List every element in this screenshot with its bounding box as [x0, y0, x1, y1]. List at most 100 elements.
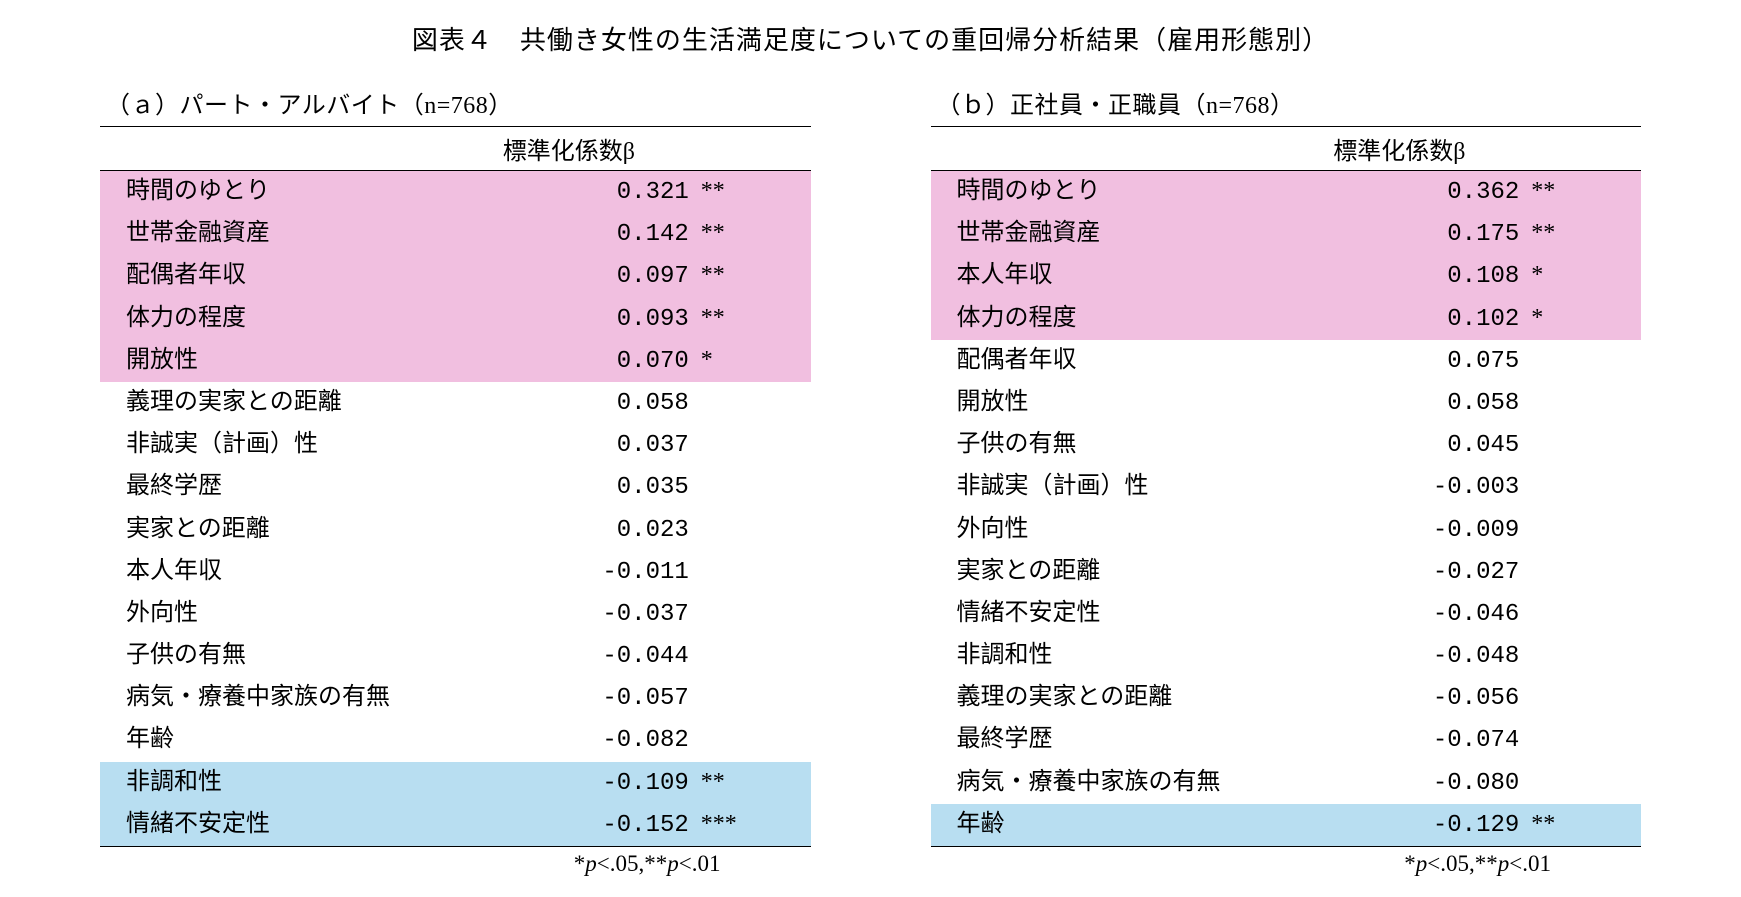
row-significance: [1527, 677, 1641, 719]
table-row: 世帯金融資産 0.142**: [100, 213, 811, 255]
row-value: -0.027: [1272, 551, 1528, 593]
table-row: 情緒不安定性-0.046: [931, 593, 1642, 635]
row-value: -0.011: [441, 551, 697, 593]
table-row: 体力の程度 0.093**: [100, 298, 811, 340]
row-value: -0.152: [441, 804, 697, 847]
table-row: 年齢-0.082: [100, 719, 811, 761]
row-significance: [1527, 424, 1641, 466]
header-spacer: [100, 127, 441, 171]
table-row: 最終学歴 0.035: [100, 466, 811, 508]
header-sig: [697, 127, 811, 171]
panel-a-footnote: *p<.05,**p<.01: [100, 851, 811, 877]
row-label: 最終学歴: [931, 719, 1272, 761]
panel-a-header-row: 標準化係数β: [100, 127, 811, 171]
panel-b-subtitle: （ｂ）正社員・正職員（n=768）: [931, 85, 1642, 120]
row-significance: [1527, 382, 1641, 424]
row-value: -0.009: [1272, 509, 1528, 551]
row-value: -0.074: [1272, 719, 1528, 761]
row-label: 病気・療養中家族の有無: [931, 762, 1272, 804]
row-label: 情緒不安定性: [100, 804, 441, 847]
row-value: -0.056: [1272, 677, 1528, 719]
row-significance: **: [697, 171, 811, 214]
header-coef: 標準化係数β: [1272, 127, 1528, 171]
row-significance: **: [1527, 213, 1641, 255]
panels-container: （ａ）パート・アルバイト（n=768） 標準化係数β 時間のゆとり 0.321*…: [100, 85, 1641, 877]
row-value: 0.362: [1272, 171, 1528, 214]
row-value: 0.035: [441, 466, 697, 508]
table-row: 義理の実家との距離 0.058: [100, 382, 811, 424]
row-label: 情緒不安定性: [931, 593, 1272, 635]
panel-a-subtitle: （ａ）パート・アルバイト（n=768）: [100, 85, 811, 120]
row-label: 実家との距離: [931, 551, 1272, 593]
table-row: 体力の程度 0.102*: [931, 298, 1642, 340]
row-value: 0.097: [441, 255, 697, 297]
row-significance: [1527, 762, 1641, 804]
table-row: 非調和性-0.109**: [100, 762, 811, 804]
row-significance: [1527, 340, 1641, 382]
row-value: -0.080: [1272, 762, 1528, 804]
row-label: 年齢: [100, 719, 441, 761]
row-significance: [697, 551, 811, 593]
panel-b-body: 時間のゆとり 0.362**世帯金融資産 0.175**本人年収 0.108*体…: [931, 171, 1642, 847]
row-label: 年齢: [931, 804, 1272, 847]
panel-a-body: 時間のゆとり 0.321**世帯金融資産 0.142**配偶者年収 0.097*…: [100, 171, 811, 847]
row-value: 0.058: [1272, 382, 1528, 424]
row-label: 時間のゆとり: [931, 171, 1272, 214]
panel-b: （ｂ）正社員・正職員（n=768） 標準化係数β 時間のゆとり 0.362**世…: [931, 85, 1642, 877]
header-spacer: [931, 127, 1272, 171]
row-label: 外向性: [100, 593, 441, 635]
header-sig: [1527, 127, 1641, 171]
row-significance: [697, 509, 811, 551]
row-significance: [697, 593, 811, 635]
table-row: 開放性 0.070*: [100, 340, 811, 382]
row-value: -0.044: [441, 635, 697, 677]
row-label: 義理の実家との距離: [931, 677, 1272, 719]
row-label: 非誠実（計画）性: [100, 424, 441, 466]
row-value: -0.109: [441, 762, 697, 804]
row-significance: [697, 635, 811, 677]
table-row: 病気・療養中家族の有無-0.057: [100, 677, 811, 719]
figure-title: 図表４ 共働き女性の生活満足度についての重回帰分析結果（雇用形態別）: [100, 20, 1641, 57]
row-value: -0.082: [441, 719, 697, 761]
row-label: 開放性: [100, 340, 441, 382]
row-significance: [1527, 509, 1641, 551]
row-value: 0.037: [441, 424, 697, 466]
row-label: 世帯金融資産: [931, 213, 1272, 255]
panel-b-footnote: *p<.05,**p<.01: [931, 851, 1642, 877]
table-row: 子供の有無-0.044: [100, 635, 811, 677]
row-label: 実家との距離: [100, 509, 441, 551]
row-label: 外向性: [931, 509, 1272, 551]
row-value: 0.108: [1272, 255, 1528, 297]
table-row: 情緒不安定性-0.152***: [100, 804, 811, 847]
table-row: 最終学歴-0.074: [931, 719, 1642, 761]
table-row: 時間のゆとり 0.362**: [931, 171, 1642, 214]
table-row: 病気・療養中家族の有無-0.080: [931, 762, 1642, 804]
row-label: 子供の有無: [931, 424, 1272, 466]
row-label: 非誠実（計画）性: [931, 466, 1272, 508]
table-row: 年齢-0.129**: [931, 804, 1642, 847]
row-significance: **: [1527, 804, 1641, 847]
row-significance: **: [697, 213, 811, 255]
row-label: 時間のゆとり: [100, 171, 441, 214]
row-significance: *: [1527, 298, 1641, 340]
row-value: -0.046: [1272, 593, 1528, 635]
row-value: 0.023: [441, 509, 697, 551]
row-label: 最終学歴: [100, 466, 441, 508]
row-value: 0.102: [1272, 298, 1528, 340]
row-significance: [697, 719, 811, 761]
table-row: 義理の実家との距離-0.056: [931, 677, 1642, 719]
row-value: -0.057: [441, 677, 697, 719]
row-significance: *: [697, 340, 811, 382]
row-label: 配偶者年収: [931, 340, 1272, 382]
table-row: 子供の有無 0.045: [931, 424, 1642, 466]
table-row: 外向性-0.037: [100, 593, 811, 635]
row-label: 配偶者年収: [100, 255, 441, 297]
table-row: 本人年収-0.011: [100, 551, 811, 593]
header-coef: 標準化係数β: [441, 127, 697, 171]
row-significance: [1527, 466, 1641, 508]
row-significance: [1527, 635, 1641, 677]
row-label: 開放性: [931, 382, 1272, 424]
table-row: 時間のゆとり 0.321**: [100, 171, 811, 214]
row-label: 体力の程度: [931, 298, 1272, 340]
row-significance: **: [697, 762, 811, 804]
